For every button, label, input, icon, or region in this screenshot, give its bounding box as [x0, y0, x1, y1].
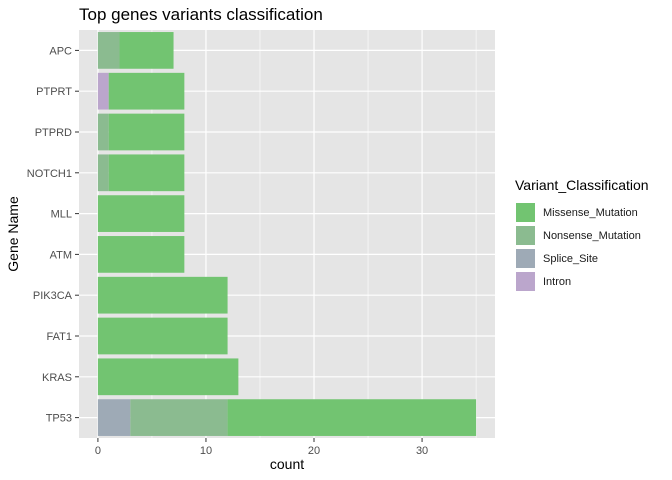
x-tick-label: 10: [200, 445, 212, 457]
y-tick-label: PIK3CA: [33, 290, 73, 302]
y-tick-label: PTPRT: [36, 86, 72, 98]
legend-title: Variant_Classification: [515, 177, 649, 193]
bar-segment: [97, 32, 120, 69]
chart-title: Top genes variants classification: [79, 5, 323, 24]
y-tick-label: ATM: [50, 249, 72, 261]
legend-label: Nonsense_Mutation: [543, 229, 641, 242]
y-tick-label: TP53: [46, 413, 72, 425]
legend-item: Missense_Mutation: [515, 201, 665, 224]
bar-segment: [97, 195, 185, 232]
x-tick-label: 30: [416, 445, 428, 457]
x-axis: 0 10 20 30: [95, 438, 428, 457]
bar-segment: [97, 236, 185, 273]
x-axis-label: count: [270, 456, 304, 472]
legend-key: [515, 248, 536, 269]
x-tick-label: 0: [95, 445, 101, 457]
legend-label: Intron: [543, 275, 572, 288]
y-axis: APC PTPRT PTPRD NOTCH1 MLL ATM PIK3CA FAT1 KRAS T…: [27, 45, 79, 425]
y-tick-label: FAT1: [47, 331, 72, 343]
y-tick-label: APC: [49, 45, 72, 57]
bar-segment: [119, 32, 174, 69]
legend-item: Splice_Site: [515, 247, 665, 270]
legend: Variant_Classification Missense_Mutation…: [515, 177, 665, 293]
y-tick-label: PTPRD: [35, 127, 72, 139]
bar-segment: [130, 399, 228, 436]
bar-segment: [97, 317, 228, 355]
x-tick-label: 20: [308, 445, 320, 457]
legend-key: [515, 225, 536, 246]
y-tick-label: MLL: [51, 209, 72, 221]
y-tick-label: NOTCH1: [27, 168, 72, 180]
legend-item: Intron: [515, 270, 665, 293]
y-axis-label: Gene Name: [5, 196, 21, 272]
y-tick-label: KRAS: [42, 372, 72, 384]
legend-items: Missense_Mutation Nonsense_Mutation Splice…: [515, 201, 665, 293]
bar-segment: [108, 154, 185, 192]
bar-segment: [108, 72, 185, 110]
bar-segment: [97, 276, 228, 314]
bar-segment: [97, 154, 109, 192]
bar-segment: [97, 113, 109, 151]
bar-segment: [97, 399, 131, 436]
bar-segment: [108, 113, 185, 151]
bars: [97, 32, 477, 436]
bar-segment: [97, 72, 109, 110]
legend-item: Nonsense_Mutation: [515, 224, 665, 247]
legend-key: [515, 202, 536, 223]
bar-segment: [227, 399, 477, 436]
legend-key: [515, 271, 536, 292]
bar-segment: [97, 358, 239, 396]
legend-label: Splice_Site: [543, 252, 599, 265]
legend-label: Missense_Mutation: [543, 206, 638, 219]
